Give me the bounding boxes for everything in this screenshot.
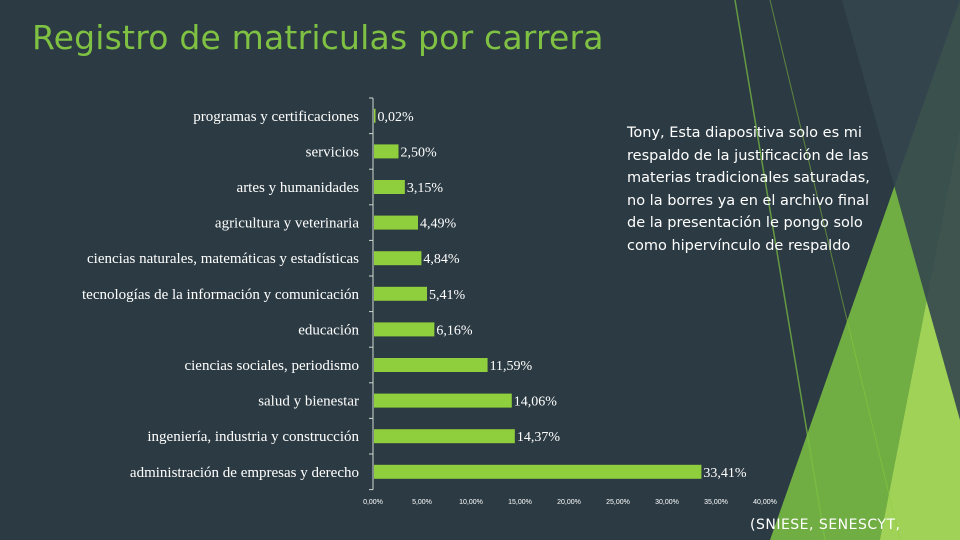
chart-labels: programas y certificaciones 0,02% servicio… xyxy=(82,109,777,506)
category-label: programas y certificaciones xyxy=(193,109,359,125)
bar xyxy=(374,464,702,479)
data-label: 11,59% xyxy=(490,359,533,374)
data-label: 2,50% xyxy=(401,145,438,160)
data-label: 6,16% xyxy=(436,323,473,338)
decor-line xyxy=(734,0,826,540)
data-label: 0,02% xyxy=(378,110,415,125)
slide-title: Registro de matriculas por carrera xyxy=(32,18,604,57)
x-tick-label: 40,00% xyxy=(753,499,777,506)
data-label: 14,37% xyxy=(517,430,561,445)
category-label: ciencias naturales, matemáticas y estadí… xyxy=(87,251,359,267)
category-label: artes y humanidades xyxy=(237,180,360,196)
x-tick-label: 20,00% xyxy=(557,499,581,506)
x-tick-label: 35,00% xyxy=(704,499,728,506)
source-citation: (SNIESE, SENESCYT, xyxy=(750,517,901,533)
category-label: administración de empresas y derecho xyxy=(130,465,359,481)
presenter-note: Tony, Esta diapositiva solo es mi respal… xyxy=(627,125,870,254)
chart-bars xyxy=(374,108,702,479)
x-tick-label: 30,00% xyxy=(655,499,679,506)
bar xyxy=(374,144,399,159)
x-tick-label: 15,00% xyxy=(508,499,532,506)
category-label: servicios xyxy=(306,144,359,160)
chart-axes xyxy=(369,97,374,491)
bar xyxy=(374,108,376,123)
category-label: salud y bienestar xyxy=(258,394,359,410)
bar xyxy=(374,215,419,230)
data-label: 4,84% xyxy=(423,252,460,267)
x-tick-label: 25,00% xyxy=(606,499,630,506)
bar xyxy=(374,322,435,337)
x-tick-label: 0,00% xyxy=(363,499,383,506)
category-label: tecnologías de la información y comunica… xyxy=(82,287,359,303)
category-label: educación xyxy=(298,322,359,338)
bar xyxy=(374,358,488,372)
bar xyxy=(374,393,512,408)
data-label: 4,49% xyxy=(420,217,457,232)
decor-dark-shape xyxy=(842,0,960,420)
bar xyxy=(374,251,422,266)
category-label: ingeniería, industria y construcción xyxy=(147,429,359,445)
bar xyxy=(374,286,428,301)
data-label: 3,15% xyxy=(407,181,444,196)
x-tick-label: 10,00% xyxy=(459,499,483,506)
bar xyxy=(374,180,405,194)
data-label: 14,06% xyxy=(514,395,558,410)
data-label: 33,41% xyxy=(703,466,747,481)
data-label: 5,41% xyxy=(429,288,466,303)
decor-line xyxy=(769,0,901,540)
category-label: agricultura y veterinaria xyxy=(215,216,359,232)
x-tick-label: 5,00% xyxy=(412,499,432,506)
category-label: ciencias sociales, periodismo xyxy=(184,358,359,374)
bar xyxy=(374,429,515,444)
